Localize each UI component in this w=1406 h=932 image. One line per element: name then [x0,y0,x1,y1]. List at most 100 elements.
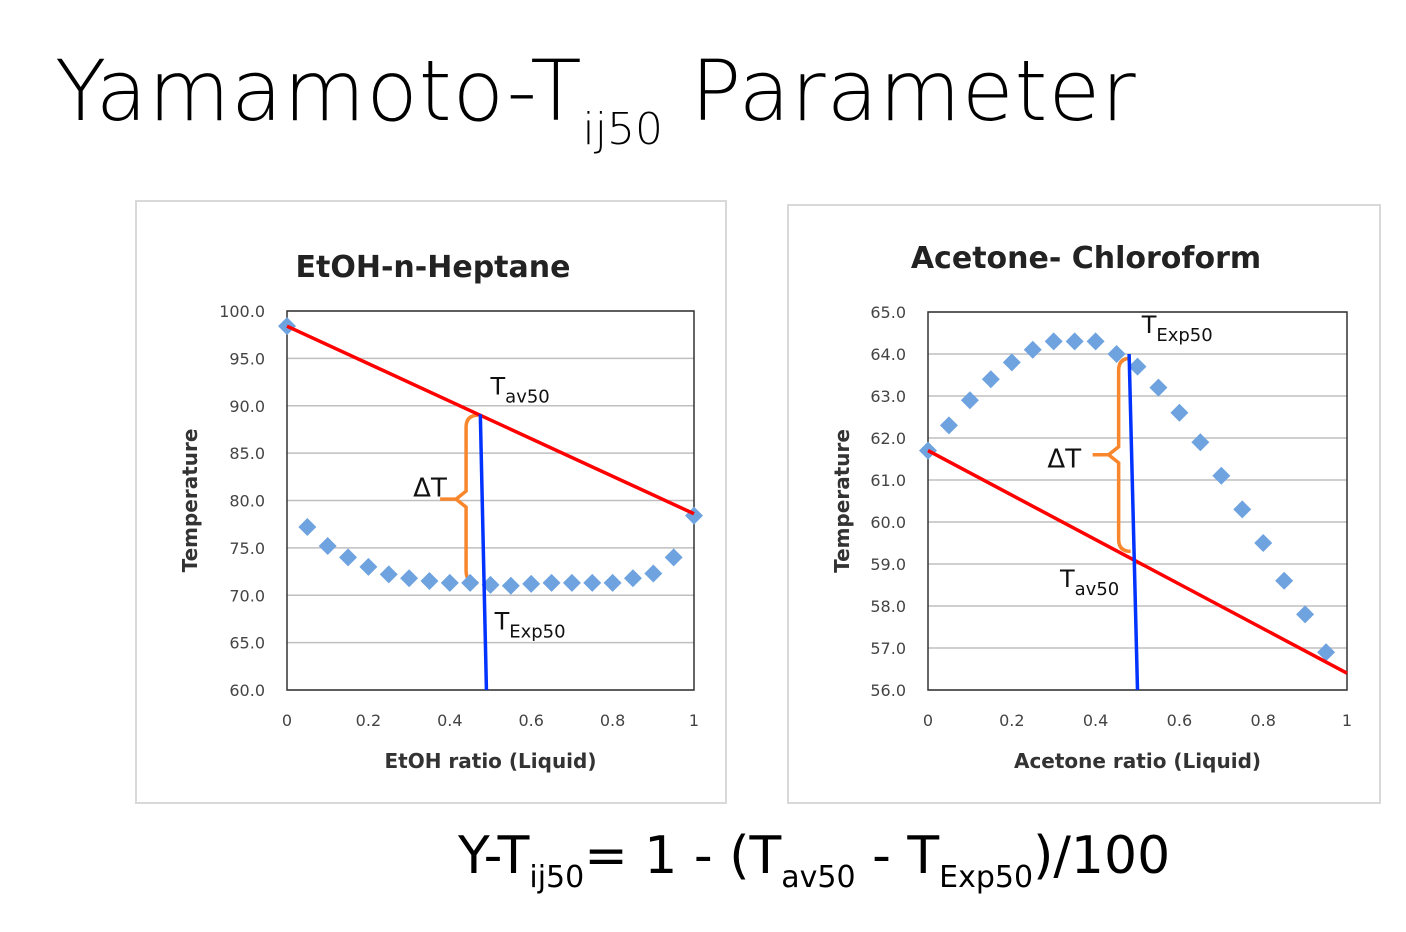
data-point [501,576,520,595]
data-point [1275,571,1294,590]
y-tick-label: 75.0 [229,539,265,558]
formula-part: Y-T [458,826,530,886]
y-tick-label: 60.0 [229,681,265,700]
delta-t-label: ΔT [1047,444,1081,474]
y-tick-label: 60.0 [870,513,906,532]
data-point [420,572,439,591]
data-point [1107,345,1126,363]
avg-line [927,449,1348,675]
exp-line [478,414,489,691]
title-rest: Parameter [662,42,1137,140]
data-point [583,573,602,592]
data-point [1233,500,1252,519]
y-tick-label: 59.0 [870,555,906,574]
data-point [1212,466,1231,485]
data-point [1023,340,1042,359]
x-tick-label: 0.8 [1250,711,1275,730]
y-axis-label: Temperature [830,429,854,573]
t-av50-label: Tav50 [1059,565,1119,600]
data-point [461,573,480,592]
data-point [318,536,337,555]
delta-t-label: ΔT [413,474,447,504]
formula-part: )/100 [1033,826,1171,886]
x-tick-label: 0 [282,711,292,730]
y-tick-label: 90.0 [229,397,265,416]
y-tick-label: 65.0 [870,303,906,322]
t-exp50-label: TExp50 [1141,311,1213,346]
x-tick-label: 0.4 [1083,711,1108,730]
data-point [542,573,561,592]
x-axis-label: EtOH ratio (Liquid) [384,749,596,773]
y-tick-label: 80.0 [229,492,265,511]
y-tick-label: 61.0 [870,471,906,490]
chart-acetone-chloroform: Acetone- Chloroform 65.0 64.0 63.0 62.0 61.0 6… [787,204,1381,804]
y-tick-label: 58.0 [870,597,906,616]
x-tick-label: 1 [689,711,699,730]
title-subscript: ij50 [582,104,663,155]
data-point [1191,433,1210,452]
x-tick-label: 0.4 [437,711,462,730]
chart-acetone-chloroform-svg: Acetone- Chloroform 65.0 64.0 63.0 62.0 61.0 6… [830,241,1352,773]
y-tick-label: 85.0 [229,444,265,463]
data-point [359,557,378,576]
x-tick-label: 0.2 [999,711,1024,730]
t-av50-label: Tav50 [490,372,550,407]
y-tick-label: 100.0 [219,302,265,321]
data-point [400,569,419,588]
formula-part: = 1 - (T [584,826,782,886]
y-tick-label: 57.0 [870,639,906,658]
data-point [623,569,642,588]
data-point [1065,332,1084,351]
y-tick-label: 65.0 [229,634,265,653]
data-point [960,391,979,410]
exp-line [1127,353,1140,691]
data-point [298,518,317,537]
delta-bracket [1105,356,1131,554]
data-point [981,370,1000,389]
data-point [339,548,358,567]
data-point [1086,332,1105,351]
chart-etoh-heptane-svg: EtOH-n-Heptane 100.0 95.0 90.0 85.0 80.0 75.0 7… [178,250,703,773]
data-point [562,573,581,592]
data-point [1149,378,1168,397]
formula: Y-Tij50= 1 - (Tav50 - TExp50)/100 [458,826,1171,895]
data-point [440,573,459,592]
chart-etoh-heptane: EtOH-n-Heptane 100.0 95.0 90.0 85.0 80.0 75.0 7… [135,200,727,804]
delta-bracket [453,413,479,585]
y-tick-label: 70.0 [229,586,265,605]
data-point [1296,605,1315,624]
avg-line [286,324,695,516]
y-tick-label: 63.0 [870,387,906,406]
data-point [1317,643,1336,662]
t-exp50-label: TExp50 [494,607,566,642]
slide-title: Yamamoto-Tij50 Parameter [55,42,1137,155]
y-axis-label: Temperature [178,429,202,573]
x-tick-label: 0.6 [1167,711,1192,730]
formula-subscript: av50 [781,860,856,895]
data-point [1128,357,1147,376]
y-tick-label: 56.0 [870,681,906,700]
y-tick-label: 95.0 [229,349,265,368]
data-point [603,573,622,592]
x-tick-label: 0.2 [356,711,381,730]
formula-subscript: ij50 [529,860,585,895]
data-point [522,574,541,593]
x-tick-label: 0.8 [600,711,625,730]
formula-subscript: Exp50 [939,860,1034,895]
x-tick-label: 0 [923,711,933,730]
plot-area [286,310,695,691]
data-point [1002,353,1021,372]
data-point [1044,332,1063,351]
data-point [379,565,398,584]
data-point [481,575,500,594]
data-point [939,416,958,435]
x-axis-label: Acetone ratio (Liquid) [1014,749,1261,773]
y-tick-label: 64.0 [870,345,906,364]
data-point [664,548,683,567]
data-point [1170,403,1189,422]
chart-title: EtOH-n-Heptane [296,250,571,285]
x-tick-label: 1 [1342,711,1352,730]
x-tick-label: 0.6 [518,711,543,730]
data-point [1254,534,1273,552]
formula-part: - T [855,826,940,886]
